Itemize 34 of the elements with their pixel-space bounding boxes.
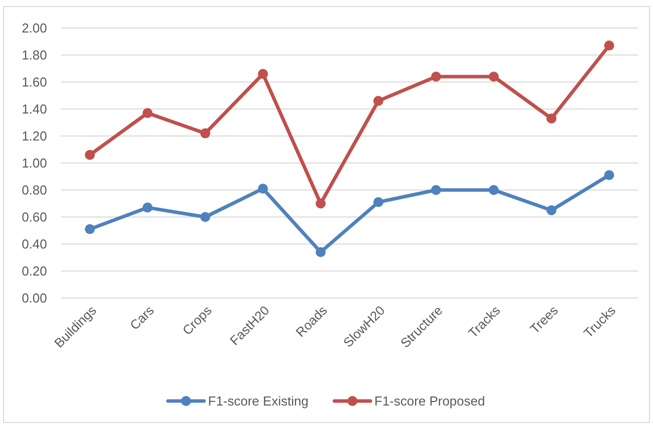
point [488,72,499,82]
point [258,184,268,194]
point [373,197,384,208]
point [316,198,326,208]
x-tick-label: Cars [126,302,158,333]
point [142,202,153,213]
point [546,205,556,216]
y-tick-label: 1.20 [22,128,47,144]
y-tick-label: 1.80 [22,48,47,63]
point [84,224,95,234]
point [604,170,614,180]
point [200,128,210,138]
y-tick-label: 1.00 [22,156,47,171]
point [546,113,556,124]
point [316,247,326,258]
y-tick-label: 1.40 [22,102,47,117]
point [258,68,268,79]
point [604,40,614,51]
y-tick-label: 0.60 [22,210,47,225]
y-tick-label: 2.00 [22,20,47,36]
y-tick-label: 1.60 [22,74,47,90]
legend-label: F1-score Proposed [374,394,485,409]
y-tick-label: 0.00 [22,290,47,306]
point [142,108,153,118]
point [84,150,95,160]
y-tick-label: 0.20 [22,264,47,279]
point [431,72,442,82]
y-tick-label: 0.80 [22,182,47,198]
legend-label: F1-score Existing [208,394,308,409]
point [488,185,499,195]
point [373,96,384,106]
point [431,185,442,195]
y-tick-label: 0.40 [22,236,47,252]
point [200,212,210,222]
